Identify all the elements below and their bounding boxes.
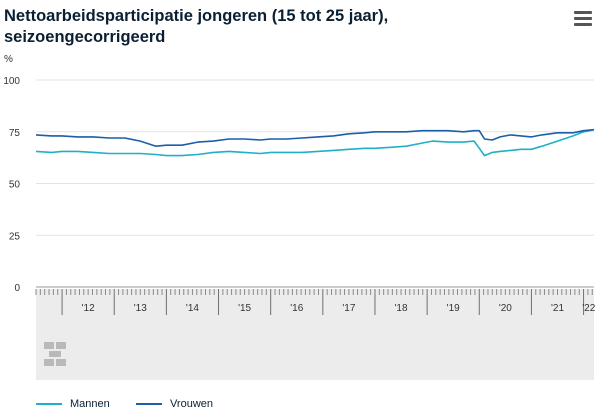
x-tick-label: '13 — [134, 303, 147, 314]
x-tick-label: '20 — [499, 303, 512, 314]
series-line-mannen[interactable] — [35, 128, 595, 157]
y-tick-label: 75 — [9, 128, 21, 139]
legend-swatch-vrouwen — [136, 403, 162, 405]
menu-bar — [574, 16, 592, 20]
x-tick-label: '14 — [186, 303, 199, 314]
y-axis-label: % — [4, 54, 13, 65]
navigator-area[interactable] — [36, 289, 594, 380]
x-tick-label: '22 — [582, 303, 595, 314]
y-tick-label: 100 — [3, 76, 20, 87]
x-tick-label: '18 — [395, 303, 408, 314]
x-tick-label: '15 — [238, 303, 251, 314]
menu-bar — [574, 22, 592, 26]
legend-label-vrouwen: Vrouwen — [170, 398, 214, 410]
hamburger-menu-icon[interactable] — [574, 11, 592, 27]
chart-legend: Mannen Vrouwen — [0, 398, 600, 417]
x-tick-label: '17 — [342, 303, 355, 314]
y-tick-label: 50 — [9, 180, 21, 191]
line-chart: % 0 25 50 75 100 '12 '13 '14 '15 '16 '17 '18 '19 '20 '2… — [3, 54, 596, 380]
cbs-logo — [44, 342, 66, 366]
legend-item-mannen[interactable]: Mannen — [36, 398, 110, 410]
chart-title-line-1: Nettoarbeidsparticipatie jongeren (15 to… — [4, 7, 389, 25]
chart-title-line-2: seizoengecorrigeerd — [4, 28, 166, 46]
series-line-vrouwen[interactable] — [35, 128, 595, 147]
chart-title: Nettoarbeidsparticipatie jongeren (15 to… — [4, 6, 524, 48]
y-tick-label: 25 — [9, 231, 21, 242]
y-tick-label: 0 — [14, 283, 20, 294]
x-tick-label: '21 — [551, 303, 564, 314]
x-tick-label: '16 — [290, 303, 303, 314]
x-tick-label: '19 — [447, 303, 460, 314]
x-tick-label: '12 — [82, 303, 95, 314]
legend-item-vrouwen[interactable]: Vrouwen — [136, 398, 213, 410]
legend-swatch-mannen — [36, 403, 62, 405]
legend-label-mannen: Mannen — [70, 398, 110, 410]
menu-bar — [574, 11, 592, 14]
